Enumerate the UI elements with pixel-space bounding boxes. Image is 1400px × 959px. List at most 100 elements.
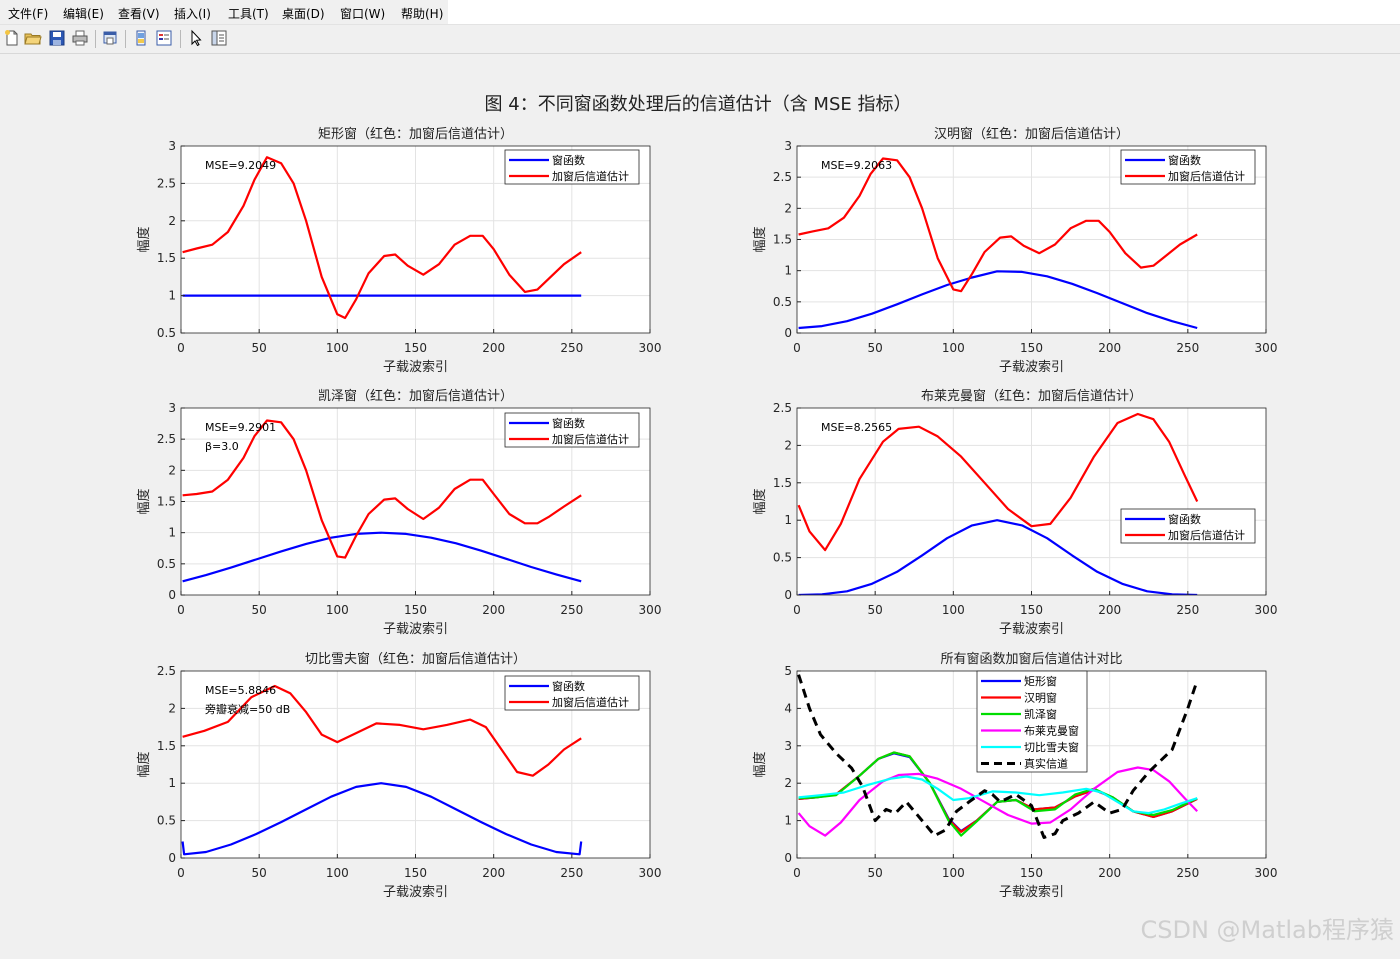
legend-entry: 窗函数 xyxy=(552,416,585,430)
x-tick-label: 200 xyxy=(482,603,505,617)
y-tick-label: 0.5 xyxy=(773,551,792,565)
menu-help[interactable]: 帮助(H) xyxy=(401,7,444,21)
x-tick-label: 50 xyxy=(868,866,883,880)
legend-entry: 加窗后信道估计 xyxy=(1168,528,1245,542)
subplot-5: 0 50 100 150 200 250 300 0 0.5 1 1.5 2 2.5 切比雪夫窗（红色：加… xyxy=(136,651,661,900)
x-tick-label: 100 xyxy=(942,603,965,617)
x-tick-label: 300 xyxy=(1255,603,1278,617)
x-tick-label: 0 xyxy=(793,866,801,880)
menu-window[interactable]: 窗口(W) xyxy=(340,7,386,21)
x-tick-label: 100 xyxy=(326,866,349,880)
x-axis-label: 子载波索引 xyxy=(383,360,448,375)
y-tick-label: 3 xyxy=(784,739,792,753)
x-tick-label: 250 xyxy=(560,603,583,617)
y-tick-label: 4 xyxy=(784,701,792,715)
toolbar-separator xyxy=(180,30,181,48)
subplot-title: 切比雪夫窗（红色：加窗后信道估计） xyxy=(305,651,526,667)
y-axis-label: 幅度 xyxy=(136,751,152,777)
subplot-title: 凯泽窗（红色：加窗后信道估计） xyxy=(318,388,513,404)
x-tick-label: 300 xyxy=(639,603,662,617)
x-tick-label: 200 xyxy=(1098,866,1121,880)
y-tick-label: 2.5 xyxy=(157,176,176,190)
figure-toolbar xyxy=(0,25,1400,54)
y-tick-label: 1.5 xyxy=(157,739,176,753)
annotation-text: MSE=9.2901 xyxy=(205,421,276,434)
subplot-3: 0 50 100 150 200 250 300 0 0.5 1 1.5 2 2.5 3 凯泽窗（红色：加窗… xyxy=(136,388,661,637)
legend-box xyxy=(504,149,640,185)
x-tick-label: 150 xyxy=(404,866,427,880)
menu-edit[interactable]: 编辑(E) xyxy=(63,7,104,21)
x-tick-label: 250 xyxy=(1176,866,1199,880)
link-plot-icon[interactable] xyxy=(132,29,150,47)
series-line-5 xyxy=(798,775,1198,815)
legend-entry: 加窗后信道估计 xyxy=(552,432,629,446)
series-line-2 xyxy=(798,157,1198,293)
menu-bar: 文件(F) 编辑(E) 查看(V) 插入(I) 工具(T) 桌面(D) 窗口(W… xyxy=(0,0,1400,25)
y-tick-label: 2.5 xyxy=(157,432,176,446)
menu-view[interactable]: 查看(V) xyxy=(118,7,160,21)
x-tick-label: 150 xyxy=(1020,866,1043,880)
pointer-icon[interactable] xyxy=(187,29,205,47)
save-icon[interactable] xyxy=(48,29,66,47)
series-line-1 xyxy=(181,782,583,856)
series-line-2 xyxy=(182,156,582,320)
x-tick-label: 250 xyxy=(1176,603,1199,617)
legend-entry: 矩形窗 xyxy=(1024,674,1057,688)
series-group xyxy=(181,684,583,856)
y-tick-label: 3 xyxy=(784,139,792,153)
y-tick-label: 1 xyxy=(784,513,792,527)
legend-entry: 加窗后信道估计 xyxy=(1168,169,1245,183)
open-folder-icon[interactable] xyxy=(24,29,42,47)
x-axis-label: 子载波索引 xyxy=(383,622,448,637)
x-axis-label: 子载波索引 xyxy=(999,885,1064,900)
legend-box xyxy=(1120,149,1256,185)
print-icon[interactable] xyxy=(71,29,89,47)
series-group xyxy=(182,419,582,583)
x-tick-label: 0 xyxy=(177,603,185,617)
legend-entry: 窗函数 xyxy=(1168,153,1201,167)
menu-insert[interactable]: 插入(I) xyxy=(174,7,211,21)
legend-entry: 窗函数 xyxy=(552,679,585,693)
legend-entry: 窗函数 xyxy=(1168,512,1201,526)
x-tick-label: 100 xyxy=(942,341,965,355)
x-tick-label: 100 xyxy=(942,866,965,880)
subplot-4: 0 50 100 150 200 250 300 0 0.5 1 1.5 2 2.5 布莱克曼窗（红色：加… xyxy=(752,388,1277,637)
property-editor-icon[interactable] xyxy=(210,29,228,47)
y-tick-label: 0.5 xyxy=(157,326,176,340)
subplot-6: 0 50 100 150 200 250 300 0 1 2 3 4 5 所有窗函数加窗后信道估计对比子载… xyxy=(752,651,1277,900)
y-tick-label: 0.5 xyxy=(157,557,176,571)
legend: 窗函数加窗后信道估计 xyxy=(1120,508,1256,544)
y-tick-label: 1 xyxy=(784,264,792,278)
menu-file[interactable]: 文件(F) xyxy=(8,7,49,21)
x-axis-label: 子载波索引 xyxy=(383,885,448,900)
x-tick-label: 100 xyxy=(326,603,349,617)
x-tick-label: 150 xyxy=(1020,341,1043,355)
series-group xyxy=(798,157,1198,330)
y-axis-label: 幅度 xyxy=(752,488,768,514)
legend-entry: 切比雪夫窗 xyxy=(1024,740,1079,754)
x-tick-label: 250 xyxy=(560,866,583,880)
y-tick-label: 2.5 xyxy=(773,401,792,415)
y-tick-label: 1.5 xyxy=(157,495,176,509)
menu-desktop[interactable]: 桌面(D) xyxy=(282,7,325,21)
y-axis-label: 幅度 xyxy=(752,226,768,252)
insert-legend-icon[interactable] xyxy=(155,29,173,47)
y-tick-label: 0.5 xyxy=(773,295,792,309)
series-line-6 xyxy=(797,674,1199,839)
x-tick-label: 150 xyxy=(404,341,427,355)
x-tick-label: 50 xyxy=(252,341,267,355)
legend-entry: 窗函数 xyxy=(552,153,585,167)
y-tick-label: 0 xyxy=(784,588,792,602)
print-preview-icon[interactable] xyxy=(101,29,119,47)
new-file-icon[interactable] xyxy=(3,29,21,47)
x-tick-label: 0 xyxy=(177,866,185,880)
series-line-2 xyxy=(182,684,582,777)
x-axis-label: 子载波索引 xyxy=(999,622,1064,637)
y-tick-label: 2 xyxy=(784,776,792,790)
y-tick-label: 3 xyxy=(168,401,176,415)
legend-entry: 真实信道 xyxy=(1024,757,1068,771)
x-tick-label: 200 xyxy=(482,341,505,355)
menu-tools[interactable]: 工具(T) xyxy=(228,7,269,21)
y-tick-label: 0 xyxy=(784,326,792,340)
series-line-2 xyxy=(182,419,582,559)
